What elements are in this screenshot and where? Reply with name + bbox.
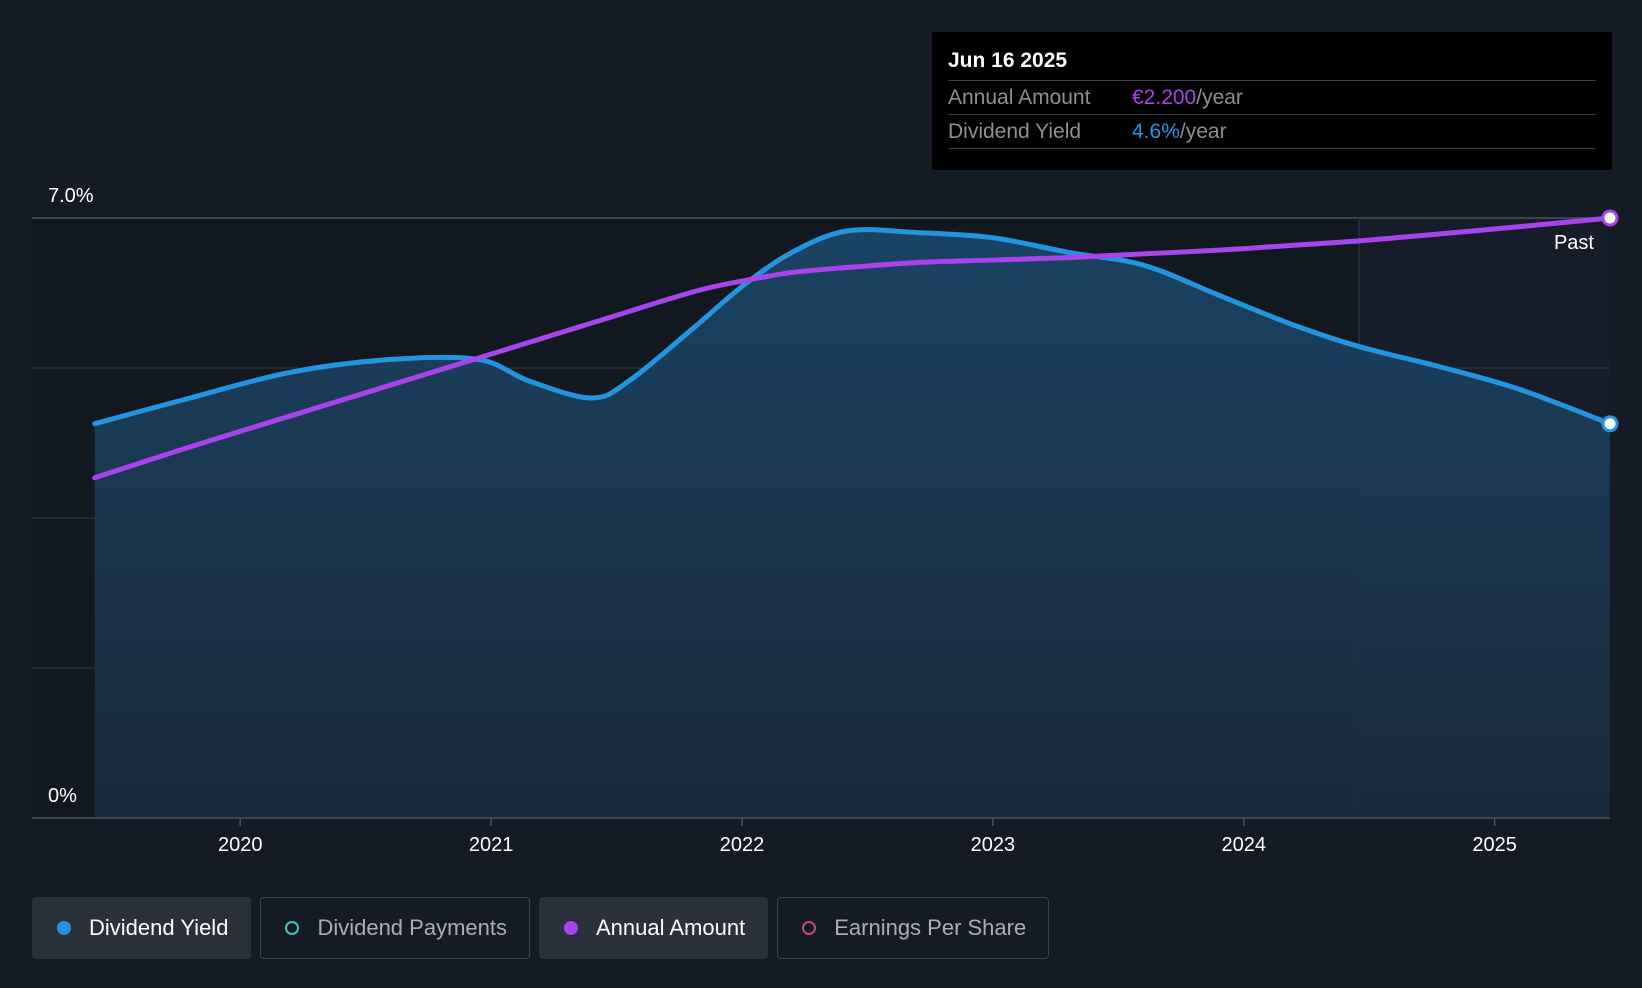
tooltip-label: Dividend Yield: [948, 120, 1082, 143]
tooltip-row-annual-amount: Annual Amount €2.200/year: [948, 81, 1596, 115]
tooltip-unit: /year: [1179, 120, 1227, 143]
legend-label: Annual Amount: [595, 915, 746, 940]
chart-legend: Dividend Yield Dividend Payments Annual …: [32, 897, 1050, 959]
tooltip-label: Annual Amount: [948, 86, 1091, 109]
dividend-yield-area: [94, 229, 1610, 818]
tooltip-value: €2.200: [1132, 86, 1197, 109]
legend-item-earnings-per-share[interactable]: Earnings Per Share: [777, 897, 1050, 959]
dividend-yield-end-marker: [1601, 415, 1619, 433]
x-tick-label: 2020: [218, 834, 263, 856]
legend-label: Dividend Payments: [317, 915, 507, 940]
x-tick-label: 2022: [720, 834, 765, 856]
area-layer: [94, 229, 1610, 818]
x-tick-label: 2021: [469, 834, 514, 856]
y-tick-label: 0%: [48, 785, 77, 807]
legend-dot-icon: [285, 921, 300, 935]
legend-dot-icon: [57, 921, 71, 935]
line-layer: [92, 215, 1613, 481]
annual-amount-end-marker: [1601, 209, 1619, 227]
legend-label: Earnings Per Share: [834, 915, 1027, 940]
labels: 7.0% 0% Past: [48, 185, 1594, 807]
x-tick-label: 2023: [971, 834, 1016, 856]
tooltip-value: 4.6%: [1132, 120, 1180, 143]
tooltip-unit: /year: [1196, 86, 1243, 109]
end-markers: [1601, 209, 1619, 433]
past-label: Past: [1554, 232, 1594, 254]
x-axis: 2020 2021 2022 2023 2024 2025: [32, 817, 1610, 856]
chart-tooltip: Jun 16 2025 Annual Amount €2.200/year Di…: [932, 32, 1612, 170]
x-tick-label: 2025: [1472, 834, 1517, 856]
annual-amount-line: [92, 215, 1613, 481]
legend-item-annual-amount[interactable]: Annual Amount: [538, 897, 769, 959]
legend-dot-icon: [563, 921, 578, 935]
tooltip-date: Jun 16 2025: [948, 46, 1596, 81]
dividend-yield-line: [92, 227, 1613, 427]
legend-dot-icon: [802, 921, 817, 935]
tooltip-row-dividend-yield: Dividend Yield 4.6%/year: [948, 115, 1596, 149]
y-tick-label: 7.0%: [48, 185, 94, 207]
x-tick-label: 2024: [1221, 834, 1266, 856]
legend-item-dividend-yield[interactable]: Dividend Yield: [32, 897, 252, 959]
legend-item-dividend-payments[interactable]: Dividend Payments: [260, 897, 530, 959]
legend-label: Dividend Yield: [89, 915, 229, 940]
